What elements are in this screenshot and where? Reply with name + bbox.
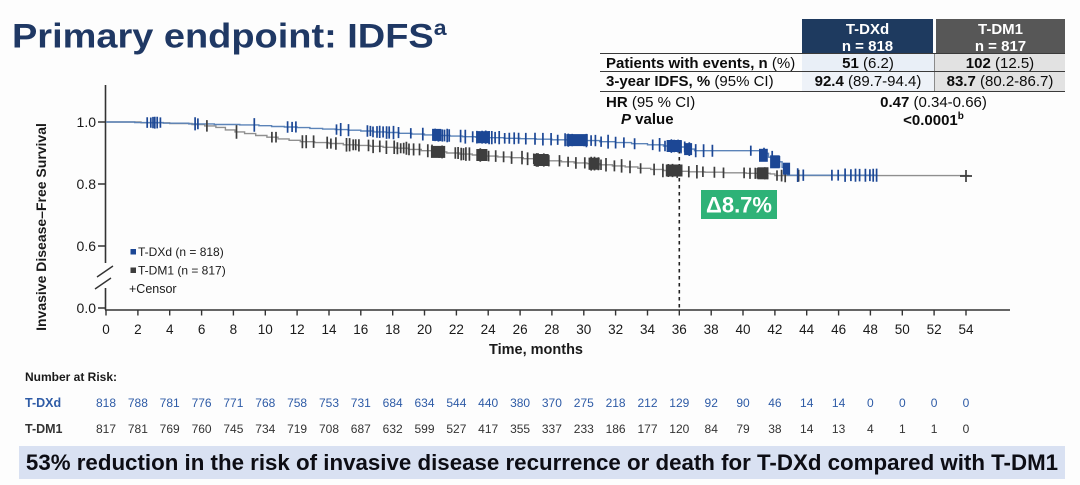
svg-text:771: 771 xyxy=(223,396,243,410)
svg-text:818: 818 xyxy=(96,396,116,410)
svg-text:14: 14 xyxy=(800,396,814,410)
svg-text:34: 34 xyxy=(640,322,656,337)
svg-text:527: 527 xyxy=(446,422,466,436)
svg-text:186: 186 xyxy=(606,422,626,436)
svg-text:1: 1 xyxy=(931,422,938,436)
svg-text:44: 44 xyxy=(799,322,815,337)
svg-text:20: 20 xyxy=(417,322,432,337)
svg-text:719: 719 xyxy=(287,422,307,436)
svg-text:36: 36 xyxy=(672,322,687,337)
svg-text:768: 768 xyxy=(255,396,275,410)
svg-text:79: 79 xyxy=(736,422,750,436)
svg-text:758: 758 xyxy=(287,396,307,410)
svg-text:599: 599 xyxy=(414,422,434,436)
svg-text:745: 745 xyxy=(223,422,243,436)
svg-text:38: 38 xyxy=(768,422,782,436)
svg-text:769: 769 xyxy=(160,422,180,436)
svg-text:1.0: 1.0 xyxy=(77,114,97,130)
svg-text:120: 120 xyxy=(669,422,689,436)
svg-text:684: 684 xyxy=(383,396,403,410)
svg-text:212: 212 xyxy=(637,396,657,410)
svg-text:38: 38 xyxy=(704,322,719,337)
svg-text:Number at Risk:: Number at Risk: xyxy=(25,370,117,384)
svg-text:817: 817 xyxy=(96,422,116,436)
svg-text:14: 14 xyxy=(832,396,846,410)
svg-text:90: 90 xyxy=(736,396,750,410)
svg-text:0: 0 xyxy=(899,396,906,410)
svg-text:2: 2 xyxy=(134,322,142,337)
svg-text:32: 32 xyxy=(608,322,623,337)
svg-text:22: 22 xyxy=(449,322,464,337)
svg-text:687: 687 xyxy=(351,422,371,436)
svg-text:84: 84 xyxy=(705,422,719,436)
svg-text:544: 544 xyxy=(446,396,466,410)
svg-text:24: 24 xyxy=(481,322,497,337)
svg-text:28: 28 xyxy=(544,322,559,337)
svg-text:1: 1 xyxy=(899,422,906,436)
svg-text:18: 18 xyxy=(385,322,400,337)
svg-text:129: 129 xyxy=(669,396,689,410)
svg-text:92: 92 xyxy=(705,396,719,410)
svg-text:4: 4 xyxy=(166,322,174,337)
svg-text:753: 753 xyxy=(319,396,339,410)
svg-text:54: 54 xyxy=(958,322,974,337)
svg-text:760: 760 xyxy=(192,422,212,436)
svg-text:Time, months: Time, months xyxy=(489,342,583,358)
svg-text:0.8: 0.8 xyxy=(77,176,97,192)
svg-text:52: 52 xyxy=(927,322,942,337)
svg-text:T-DXd (n = 818): T-DXd (n = 818) xyxy=(138,245,224,259)
svg-text:233: 233 xyxy=(574,422,594,436)
svg-text:370: 370 xyxy=(542,396,562,410)
svg-text:177: 177 xyxy=(637,422,657,436)
svg-text:48: 48 xyxy=(863,322,878,337)
svg-text:417: 417 xyxy=(478,422,498,436)
svg-text:0: 0 xyxy=(931,396,938,410)
svg-text:634: 634 xyxy=(414,396,434,410)
svg-text:16: 16 xyxy=(353,322,368,337)
svg-text:355: 355 xyxy=(510,422,530,436)
svg-text:275: 275 xyxy=(574,396,594,410)
svg-text:+Censor: +Censor xyxy=(129,282,177,296)
svg-text:734: 734 xyxy=(255,422,275,436)
svg-text:0.6: 0.6 xyxy=(77,238,97,254)
svg-text:781: 781 xyxy=(128,422,148,436)
svg-text:14: 14 xyxy=(321,322,337,337)
svg-text:T-DM1: T-DM1 xyxy=(25,422,63,436)
svg-text:776: 776 xyxy=(192,396,212,410)
svg-text:46: 46 xyxy=(768,396,782,410)
svg-text:14: 14 xyxy=(800,422,814,436)
svg-text:46: 46 xyxy=(831,322,846,337)
svg-text:0: 0 xyxy=(963,422,970,436)
svg-text:T-DM1 (n = 817): T-DM1 (n = 817) xyxy=(138,264,226,278)
svg-text:4: 4 xyxy=(867,422,874,436)
svg-text:380: 380 xyxy=(510,396,530,410)
svg-text:50: 50 xyxy=(895,322,910,337)
svg-text:6: 6 xyxy=(198,322,206,337)
svg-text:13: 13 xyxy=(832,422,846,436)
svg-text:0: 0 xyxy=(102,322,110,337)
svg-text:0.0: 0.0 xyxy=(77,300,97,316)
svg-text:Δ8.7%: Δ8.7% xyxy=(706,193,772,218)
svg-text:Invasive Disease–Free Survival: Invasive Disease–Free Survival xyxy=(33,123,49,331)
svg-text:42: 42 xyxy=(767,322,782,337)
svg-text:T-DXd: T-DXd xyxy=(25,396,61,410)
svg-text:788: 788 xyxy=(128,396,148,410)
svg-text:708: 708 xyxy=(319,422,339,436)
svg-text:0: 0 xyxy=(963,396,970,410)
svg-text:632: 632 xyxy=(383,422,403,436)
svg-text:0: 0 xyxy=(867,396,874,410)
svg-text:781: 781 xyxy=(160,396,180,410)
svg-text:337: 337 xyxy=(542,422,562,436)
svg-text:26: 26 xyxy=(513,322,528,337)
svg-text:731: 731 xyxy=(351,396,371,410)
svg-text:218: 218 xyxy=(606,396,626,410)
svg-text:8: 8 xyxy=(230,322,238,337)
svg-text:40: 40 xyxy=(735,322,750,337)
svg-text:10: 10 xyxy=(258,322,273,337)
svg-text:12: 12 xyxy=(290,322,305,337)
svg-text:30: 30 xyxy=(576,322,591,337)
svg-text:440: 440 xyxy=(478,396,498,410)
